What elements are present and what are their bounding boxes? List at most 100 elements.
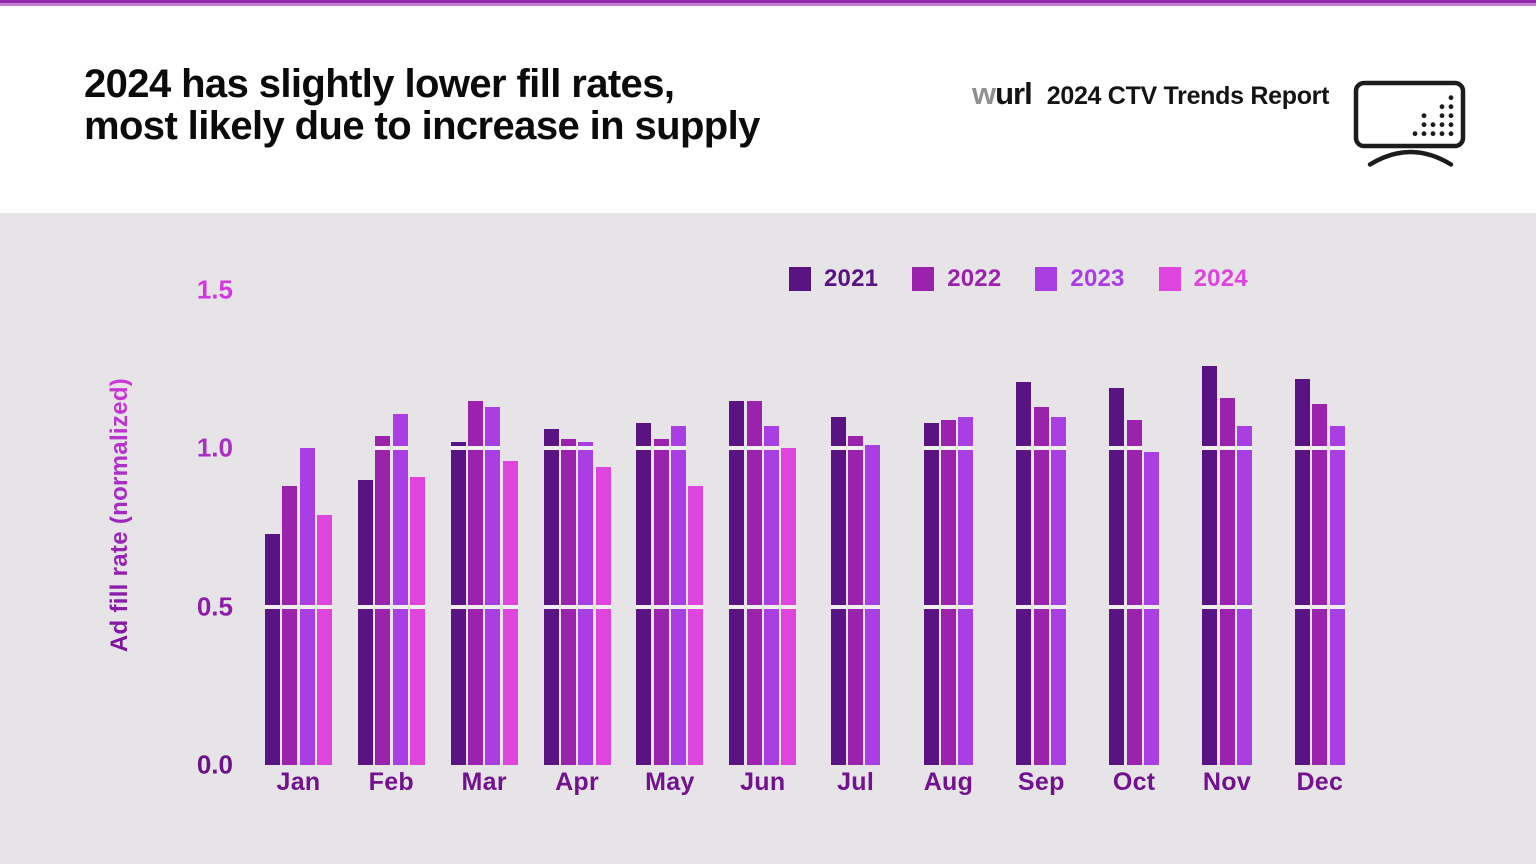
y-tick-label: 0.5: [196, 591, 233, 622]
bar-2023-dec: [1329, 426, 1345, 765]
bar-2023-apr: [578, 442, 594, 765]
legend-swatch-2022: [912, 267, 935, 291]
y-tick-label: 1.5: [196, 274, 233, 305]
bar-2022-nov: [1219, 397, 1235, 765]
gridline-segment: [923, 604, 939, 609]
gridline-segment: [958, 446, 974, 451]
gridline-segment: [1236, 604, 1252, 609]
bar-2023-aug: [958, 416, 974, 765]
legend-label-2024: 2024: [1193, 265, 1248, 292]
gridline-segment: [1329, 446, 1345, 451]
gridline-segment: [1126, 604, 1142, 609]
gridline-segment: [653, 604, 669, 609]
gridline-segment: [316, 604, 332, 609]
gridline-segment: [746, 604, 762, 609]
bar-2023-feb: [392, 413, 408, 765]
bar-2023-sep: [1051, 416, 1067, 765]
bar-2023-oct: [1143, 451, 1159, 765]
gridline-segment: [1051, 446, 1067, 451]
gridline-segment: [409, 604, 425, 609]
bar-2021-may: [636, 423, 652, 765]
gridline-segment: [375, 604, 391, 609]
bar-2022-dec: [1312, 404, 1328, 765]
bar-2021-aug: [923, 423, 939, 765]
bar-2021-dec: [1295, 378, 1311, 765]
gridline-segment: [1143, 604, 1159, 609]
gridline-segment: [485, 604, 501, 609]
legend-swatch-2021: [789, 267, 811, 291]
bar-2024-jan: [316, 514, 332, 765]
bar-2023-nov: [1236, 426, 1252, 765]
bar-2022-aug: [940, 419, 956, 765]
gridline-segment: [865, 604, 881, 609]
gridline-segment: [1312, 446, 1328, 451]
gridline-segment: [1109, 604, 1125, 609]
legend-item-2021: 2021: [789, 265, 878, 293]
bar-2022-jul: [848, 435, 864, 765]
bar-2024-jun: [781, 448, 797, 765]
bar-chart-plot: 1.5 1.0 0.5 0.0 Jan Feb Mar Apr May Jun Jul Aug Sep O…: [0, 213, 1536, 864]
gridline-segment: [1219, 604, 1235, 609]
legend-item-2023: 2023: [1035, 265, 1124, 293]
tv-icon-dots: [1412, 95, 1454, 137]
bar-2023-jul: [865, 445, 881, 765]
legend-swatch-2023: [1035, 267, 1058, 291]
x-tick-label-aug: Aug: [923, 768, 974, 796]
legend-label-2022: 2022: [947, 265, 1002, 292]
x-tick-label-mar: Mar: [461, 768, 507, 796]
gridline-segment: [636, 604, 652, 609]
report-title: 2024 CTV Trends Report: [1046, 82, 1330, 110]
gridline-segment: [1202, 604, 1218, 609]
chart-region: 2021 2022 2023 2024 Ad fill rate (normalize…: [0, 213, 1536, 864]
y-tick-label: 1.0: [196, 432, 233, 463]
gridline-segment: [653, 446, 669, 451]
y-tick-label: 0.0: [196, 749, 233, 780]
gridline-segment: [1033, 446, 1049, 451]
gridline-segment: [763, 604, 779, 609]
bar-2021-apr: [543, 429, 559, 765]
x-tick-label-jul: Jul: [837, 768, 875, 796]
gridline-segment: [468, 446, 484, 451]
gridline-segment: [958, 604, 974, 609]
bar-2023-jun: [763, 426, 779, 765]
gridline-segment: [578, 446, 594, 451]
gridline-segment: [1016, 446, 1032, 451]
gridline-segment: [1295, 604, 1311, 609]
gridline-segment: [1295, 446, 1311, 451]
gridline-segment: [688, 604, 704, 609]
gridline-segment: [468, 604, 484, 609]
bar-2021-mar: [450, 442, 466, 765]
gridline-segment: [940, 446, 956, 451]
gridline-segment: [543, 604, 559, 609]
bar-2024-may: [688, 486, 704, 765]
bar-2021-sep: [1016, 381, 1032, 765]
gridline-segment: [830, 604, 846, 609]
bar-2022-feb: [375, 435, 391, 765]
gridline-segment: [1202, 446, 1218, 451]
bar-2021-jan: [265, 533, 280, 765]
gridline-segment: [450, 446, 466, 451]
page-title-line1: 2024 has slightly lower fill rates,: [84, 62, 675, 106]
gridline-segment: [282, 604, 298, 609]
gridline-segment: [1126, 446, 1142, 451]
page-title-line2: most likely due to increase in supply: [84, 104, 760, 148]
legend-label-2023: 2023: [1070, 265, 1125, 292]
bar-2022-oct: [1126, 419, 1142, 765]
gridline-segment: [1312, 604, 1328, 609]
gridline-segment: [578, 604, 594, 609]
gridline-segment: [1016, 604, 1032, 609]
bar-2023-mar: [485, 407, 501, 765]
gridline-segment: [560, 604, 576, 609]
gridline-segment: [729, 446, 745, 451]
gridline-segment: [450, 604, 466, 609]
gridline-segment: [1109, 446, 1125, 451]
gridline-segment: [1033, 604, 1049, 609]
gridline-segment: [923, 446, 939, 451]
bar-2021-oct: [1109, 388, 1125, 765]
bar-2022-jan: [282, 486, 298, 765]
wurl-logo-url: url: [995, 76, 1033, 111]
gridline-segment: [671, 604, 687, 609]
legend-swatch-2024: [1158, 267, 1181, 291]
gridline-segment: [1051, 604, 1067, 609]
gridline-segment: [830, 446, 846, 451]
